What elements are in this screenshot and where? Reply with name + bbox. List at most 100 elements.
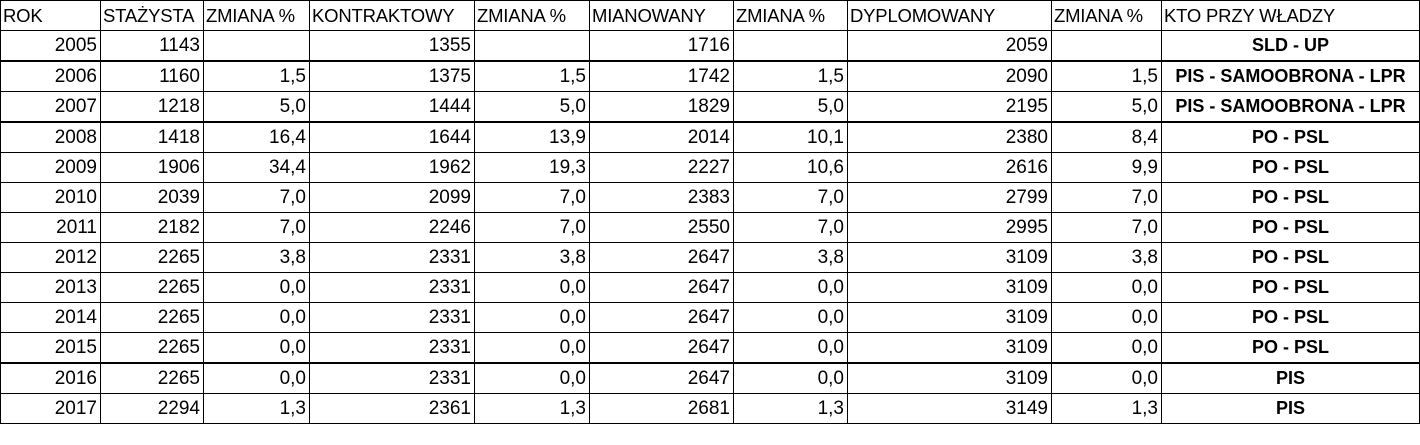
cell-stazysta[interactable]: 2265 [100,242,204,273]
cell-rok[interactable]: 2010 [0,182,101,213]
cell-zmiana-2[interactable]: 0,0 [474,302,590,333]
cell-dyplomowany[interactable]: 3109 [847,242,1052,273]
cell-zmiana-2[interactable]: 5,0 [474,91,590,123]
cell-rok[interactable]: 2013 [0,272,101,303]
cell-mianowany[interactable]: 2647 [589,302,734,333]
cell-dyplomowany[interactable]: 2059 [847,30,1052,62]
cell-zmiana-1[interactable]: 5,0 [203,91,310,123]
cell-zmiana-1[interactable]: 34,4 [203,152,310,183]
cell-kto-przy-wladzy[interactable]: PO - PSL [1161,212,1420,243]
cell-stazysta[interactable]: 2265 [100,302,204,333]
header-cell-zmiana-4[interactable]: ZMIANA % [1051,0,1162,31]
cell-rok[interactable]: 2011 [0,212,101,243]
cell-kto-przy-wladzy[interactable]: PIS [1161,393,1420,424]
cell-mianowany[interactable]: 2227 [589,152,734,183]
cell-zmiana-1[interactable]: 7,0 [203,182,310,213]
cell-zmiana-4[interactable] [1051,30,1162,62]
cell-zmiana-2[interactable]: 0,0 [474,272,590,303]
cell-zmiana-3[interactable]: 1,3 [733,393,848,424]
cell-stazysta[interactable]: 2265 [100,362,204,394]
cell-kontraktowy[interactable]: 1962 [309,152,475,183]
header-cell-mianowany[interactable]: MIANOWANY [589,0,734,31]
cell-kto-przy-wladzy[interactable]: PIS - SAMOOBRONA - LPR [1161,60,1420,92]
cell-zmiana-1[interactable]: 0,0 [203,272,310,303]
cell-zmiana-1[interactable]: 1,3 [203,393,310,424]
cell-dyplomowany[interactable]: 2799 [847,182,1052,213]
cell-zmiana-3[interactable]: 7,0 [733,212,848,243]
cell-kontraktowy[interactable]: 2361 [309,393,475,424]
cell-rok[interactable]: 2012 [0,242,101,273]
cell-zmiana-1[interactable]: 3,8 [203,242,310,273]
cell-kto-przy-wladzy[interactable]: PO - PSL [1161,272,1420,303]
cell-zmiana-2[interactable]: 7,0 [474,212,590,243]
header-cell-zmiana-2[interactable]: ZMIANA % [474,0,590,31]
header-cell-dyplomowany[interactable]: DYPLOMOWANY [847,0,1052,31]
cell-rok[interactable]: 2014 [0,302,101,333]
cell-dyplomowany[interactable]: 2195 [847,91,1052,123]
cell-mianowany[interactable]: 2014 [589,121,734,153]
cell-mianowany[interactable]: 1716 [589,30,734,62]
cell-kontraktowy[interactable]: 2246 [309,212,475,243]
cell-rok[interactable]: 2005 [0,30,101,62]
cell-zmiana-3[interactable]: 0,0 [733,362,848,394]
cell-zmiana-2[interactable]: 13,9 [474,121,590,153]
cell-rok[interactable]: 2016 [0,362,101,394]
cell-kontraktowy[interactable]: 1355 [309,30,475,62]
cell-mianowany[interactable]: 2383 [589,182,734,213]
cell-kto-przy-wladzy[interactable]: PIS [1161,362,1420,394]
cell-zmiana-4[interactable]: 1,3 [1051,393,1162,424]
cell-zmiana-4[interactable]: 0,0 [1051,302,1162,333]
cell-dyplomowany[interactable]: 2380 [847,121,1052,153]
cell-stazysta[interactable]: 2265 [100,332,204,364]
cell-zmiana-1[interactable] [203,30,310,62]
cell-rok[interactable]: 2017 [0,393,101,424]
cell-stazysta[interactable]: 2039 [100,182,204,213]
cell-zmiana-2[interactable] [474,30,590,62]
cell-kontraktowy[interactable]: 1644 [309,121,475,153]
cell-mianowany[interactable]: 1829 [589,91,734,123]
cell-kto-przy-wladzy[interactable]: PO - PSL [1161,121,1420,153]
cell-kto-przy-wladzy[interactable]: PO - PSL [1161,182,1420,213]
cell-zmiana-4[interactable]: 1,5 [1051,60,1162,92]
cell-zmiana-2[interactable]: 3,8 [474,242,590,273]
cell-kto-przy-wladzy[interactable]: PO - PSL [1161,332,1420,364]
cell-kontraktowy[interactable]: 1375 [309,60,475,92]
header-cell-zmiana-1[interactable]: ZMIANA % [203,0,310,31]
cell-zmiana-1[interactable]: 0,0 [203,332,310,364]
cell-stazysta[interactable]: 1160 [100,60,204,92]
cell-kontraktowy[interactable]: 2331 [309,332,475,364]
cell-zmiana-2[interactable]: 0,0 [474,332,590,364]
cell-kontraktowy[interactable]: 2331 [309,362,475,394]
header-cell-zmiana-3[interactable]: ZMIANA % [733,0,848,31]
header-cell-kto-przy-wladzy[interactable]: KTO PRZY WŁADZY [1161,0,1420,31]
cell-kontraktowy[interactable]: 2099 [309,182,475,213]
cell-mianowany[interactable]: 2550 [589,212,734,243]
cell-stazysta[interactable]: 1218 [100,91,204,123]
cell-stazysta[interactable]: 2294 [100,393,204,424]
cell-zmiana-3[interactable]: 3,8 [733,242,848,273]
cell-zmiana-3[interactable]: 0,0 [733,332,848,364]
cell-zmiana-4[interactable]: 5,0 [1051,91,1162,123]
cell-zmiana-3[interactable] [733,30,848,62]
cell-zmiana-4[interactable]: 0,0 [1051,362,1162,394]
cell-mianowany[interactable]: 2647 [589,362,734,394]
cell-dyplomowany[interactable]: 3109 [847,362,1052,394]
cell-zmiana-1[interactable]: 16,4 [203,121,310,153]
cell-zmiana-2[interactable]: 0,0 [474,362,590,394]
cell-stazysta[interactable]: 2265 [100,272,204,303]
cell-stazysta[interactable]: 1143 [100,30,204,62]
cell-dyplomowany[interactable]: 2616 [847,152,1052,183]
header-cell-rok[interactable]: ROK [0,0,101,31]
cell-zmiana-4[interactable]: 7,0 [1051,212,1162,243]
cell-rok[interactable]: 2015 [0,332,101,364]
cell-mianowany[interactable]: 2647 [589,242,734,273]
cell-dyplomowany[interactable]: 3109 [847,302,1052,333]
cell-zmiana-4[interactable]: 8,4 [1051,121,1162,153]
cell-zmiana-3[interactable]: 10,1 [733,121,848,153]
cell-kto-przy-wladzy[interactable]: SLD - UP [1161,30,1420,62]
cell-kontraktowy[interactable]: 2331 [309,302,475,333]
cell-zmiana-2[interactable]: 1,3 [474,393,590,424]
cell-zmiana-2[interactable]: 1,5 [474,60,590,92]
cell-kto-przy-wladzy[interactable]: PO - PSL [1161,152,1420,183]
cell-zmiana-4[interactable]: 0,0 [1051,272,1162,303]
